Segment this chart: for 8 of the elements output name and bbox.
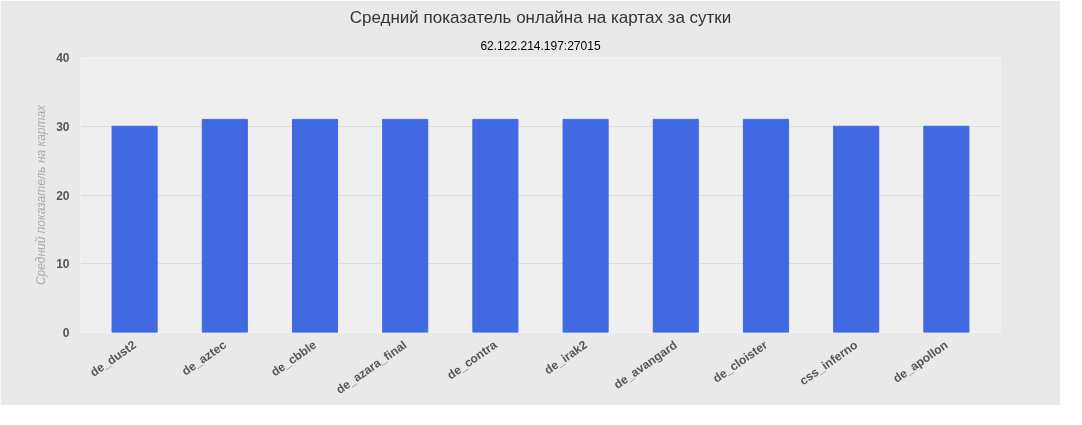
- y-tick-label: 40: [56, 51, 70, 65]
- y-axis-title: Средний показатель на картах: [34, 103, 49, 286]
- y-tick-label: 30: [56, 119, 70, 134]
- y-tick-label: 0: [62, 326, 70, 340]
- chart-subtitle: 62.122.214.197:27015: [480, 38, 601, 53]
- y-tick-label: 20: [56, 188, 70, 203]
- y-tick-label: 10: [56, 257, 70, 272]
- chart-title: Средний показатель онлайна на картах за сутки: [349, 7, 732, 27]
